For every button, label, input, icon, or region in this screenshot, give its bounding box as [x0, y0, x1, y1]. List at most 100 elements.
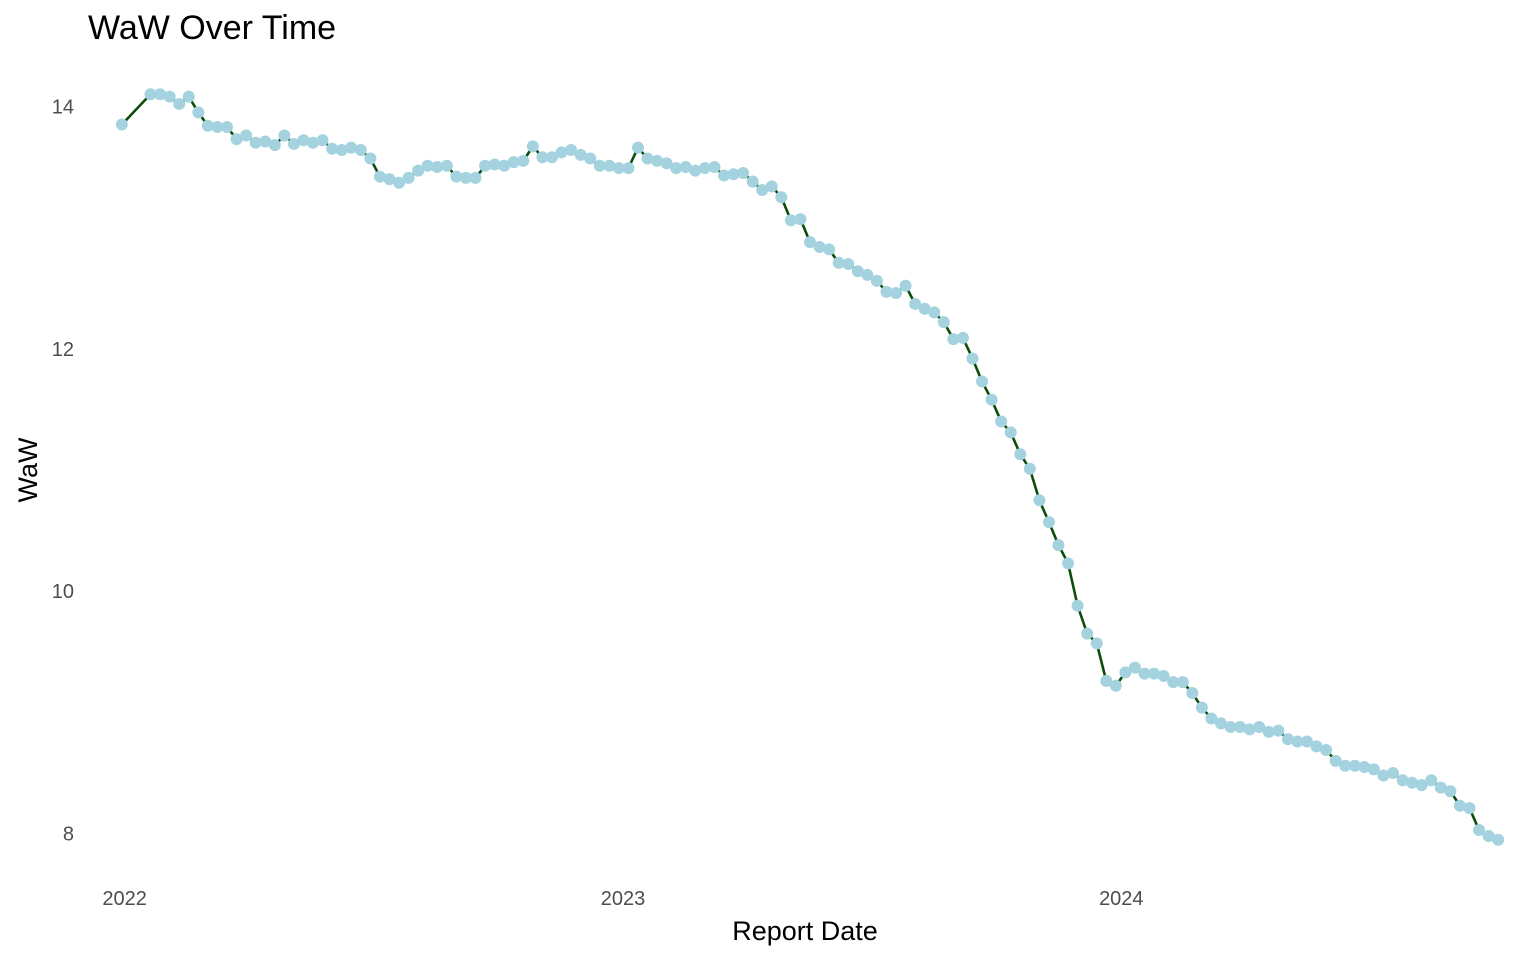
data-point	[459, 171, 472, 184]
data-point	[1052, 539, 1065, 552]
data-point	[861, 268, 874, 281]
data-point	[842, 257, 855, 270]
data-point	[947, 333, 960, 346]
data-point	[287, 137, 300, 150]
data-point	[249, 136, 262, 149]
y-tick-label: 8	[63, 824, 74, 846]
data-point	[1281, 733, 1294, 746]
data-point	[1262, 725, 1275, 738]
data-point	[995, 415, 1008, 428]
data-point	[507, 156, 520, 169]
data-point	[804, 236, 817, 249]
data-point	[335, 144, 348, 156]
data-point	[1272, 724, 1285, 737]
data-point	[1090, 637, 1103, 650]
data-point	[698, 162, 711, 175]
data-point	[1253, 720, 1266, 733]
data-point	[1444, 785, 1457, 798]
x-axis-title: Report Date	[732, 916, 878, 946]
data-point	[440, 159, 453, 172]
data-point	[469, 171, 482, 184]
data-point	[928, 306, 941, 319]
data-point	[1473, 824, 1486, 836]
data-point	[144, 88, 157, 101]
data-point	[1042, 516, 1055, 529]
data-point	[1415, 779, 1428, 792]
data-point	[1167, 676, 1180, 689]
data-point	[240, 129, 253, 142]
data-point	[1339, 759, 1352, 772]
data-point	[307, 136, 320, 149]
data-point	[1014, 448, 1027, 461]
data-point	[756, 184, 769, 196]
data-point	[1425, 774, 1438, 787]
data-point	[1396, 774, 1409, 787]
data-point	[823, 243, 836, 256]
data-point	[1434, 781, 1447, 794]
data-point	[402, 171, 415, 184]
data-point	[775, 191, 788, 204]
data-point	[1320, 744, 1333, 756]
data-point	[1291, 735, 1304, 748]
x-axis-ticks: 2022 2023 2024	[102, 888, 1143, 910]
data-point	[1100, 674, 1113, 687]
data-point	[115, 118, 128, 131]
data-point	[918, 302, 931, 315]
data-point	[1148, 667, 1161, 680]
data-point	[1310, 740, 1323, 753]
data-point	[1387, 767, 1400, 780]
data-point	[784, 214, 797, 227]
data-point	[1033, 494, 1046, 507]
data-point	[603, 159, 616, 172]
data-point	[1138, 667, 1151, 680]
data-point	[708, 160, 721, 173]
data-point	[163, 90, 176, 103]
data-point	[1071, 599, 1084, 612]
data-point	[832, 256, 845, 269]
y-tick-label: 10	[52, 581, 74, 603]
data-point	[536, 151, 549, 164]
data-point	[565, 144, 578, 156]
data-point	[1081, 627, 1094, 640]
data-point	[794, 213, 807, 226]
data-point	[211, 120, 224, 133]
data-point	[1301, 735, 1313, 748]
data-point	[813, 240, 826, 253]
data-point	[612, 162, 625, 175]
data-point	[1348, 759, 1361, 772]
data-point	[689, 164, 702, 177]
data-point	[670, 162, 683, 175]
y-axis-ticks: 8 10 12 14	[52, 96, 74, 845]
data-point	[479, 159, 492, 172]
y-tick-label: 12	[52, 339, 74, 361]
data-point	[1157, 670, 1170, 683]
data-point	[192, 106, 205, 119]
data-point	[488, 158, 501, 171]
data-point	[717, 169, 730, 182]
series-line	[120, 92, 1499, 841]
data-point	[870, 274, 883, 287]
data-point	[890, 287, 903, 300]
data-point	[880, 285, 893, 298]
x-tick-label: 2024	[1099, 888, 1144, 910]
data-point	[737, 167, 750, 180]
data-point	[393, 176, 406, 189]
data-point	[1406, 776, 1419, 789]
data-point	[201, 119, 214, 132]
data-point	[545, 151, 558, 164]
data-point	[1176, 676, 1189, 689]
data-point	[1186, 687, 1199, 700]
data-point	[1367, 763, 1380, 776]
data-point	[1243, 723, 1256, 736]
data-point	[526, 140, 539, 153]
data-point	[641, 152, 654, 165]
data-point	[259, 135, 272, 148]
data-point	[1234, 720, 1247, 733]
y-tick-label: 14	[52, 96, 74, 118]
data-point	[1062, 557, 1075, 570]
data-point	[316, 134, 329, 147]
data-point	[1329, 754, 1342, 767]
data-point	[1224, 720, 1237, 733]
data-point	[765, 180, 778, 193]
